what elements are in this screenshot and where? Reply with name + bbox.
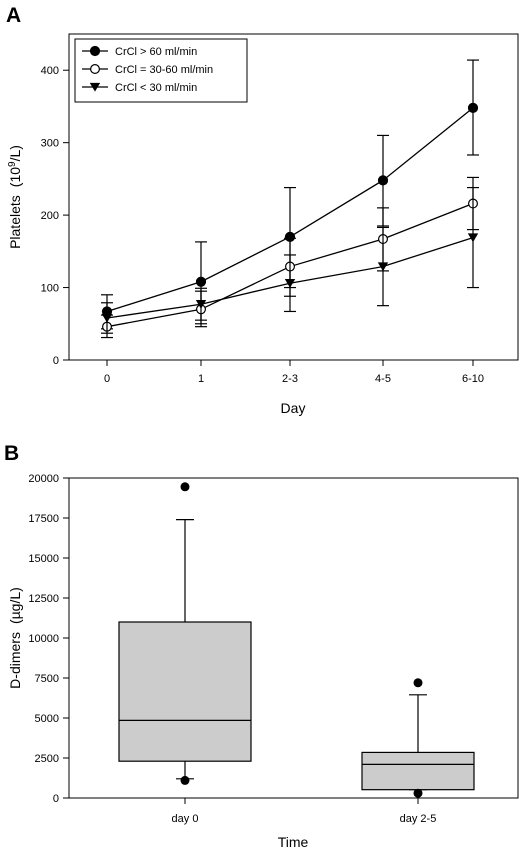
panel-a-y-tick-label: 0: [53, 355, 59, 367]
panel-a-y-tick-label: 400: [41, 65, 59, 77]
data-point: [101, 313, 113, 323]
panel-b-y-tick-label: 17500: [28, 513, 59, 525]
panel-b-y-label: D-dimers (µg/L): [7, 587, 23, 689]
data-point: [377, 262, 389, 272]
box-day-0: day 0: [118, 482, 252, 825]
legend-label: CrCl < 30 ml/min: [115, 82, 197, 94]
panel-a-series: [101, 59, 479, 339]
panel-a-x-label: Day: [281, 400, 306, 416]
panel-b-y-tick-label: 20000: [28, 473, 59, 485]
box-iqr: [118, 621, 252, 762]
panel-a-legend-box: [74, 38, 248, 103]
panel-a-x-tick-label: 0: [104, 373, 110, 385]
panel-a-x-tick-label: 6-10: [462, 373, 484, 385]
outlier-point: [180, 775, 190, 785]
legend-item: CrCl > 60 ml/min: [82, 45, 197, 58]
panel-b-x-tick-label: day 0: [172, 813, 199, 825]
panel-a-x-tick-label: 2-3: [282, 373, 298, 385]
panel-b-y-tick-label: 15000: [28, 553, 59, 565]
outlier-point: [413, 678, 423, 688]
panel-b-y-tick-label: 12500: [28, 593, 59, 605]
panel-b-y-label-main: D-dimers: [7, 632, 23, 689]
legend-marker: [89, 45, 101, 57]
panel-a-x-tick-label: 4-5: [375, 373, 391, 385]
panel-b-y-tick-label: 0: [53, 793, 59, 805]
panel-a-y-axis: 0 100 200 300 400: [41, 65, 69, 367]
outlier-point: [413, 788, 423, 798]
legend-marker: [89, 82, 101, 92]
panel-b-boxes: day 0 day 2-5: [118, 482, 475, 825]
panel-a-x-axis: 0 1 2-3 4-5 6-10: [104, 360, 484, 385]
panel-a-y-tick-label: 300: [41, 138, 59, 150]
panel-b-letter: B: [4, 442, 19, 465]
panel-b-y-label-unit: (µg/L): [7, 587, 23, 624]
panel-a-y-label: Platelets (109/L): [7, 145, 23, 249]
data-point: [195, 276, 207, 287]
legend-marker: [89, 63, 100, 74]
panel-b-y-tick-label: 5000: [35, 713, 59, 725]
panel-b-x-label: Time: [278, 834, 309, 849]
legend-label: CrCl = 30-60 ml/min: [115, 64, 213, 76]
legend-item: CrCl = 30-60 ml/min: [82, 63, 213, 76]
panel-b-y-tick-label: 7500: [35, 673, 59, 685]
series-crcl-30-ml-min: [101, 186, 479, 334]
panel-a-y-label-unit-sup: 9: [7, 161, 18, 167]
legend-item: CrCl < 30 ml/min: [82, 82, 197, 94]
panel-b: B 0 2500 5000 7500 10000 12500 15000 17500 20000…: [4, 442, 519, 849]
panel-a-x-tick-label: 1: [198, 373, 204, 385]
panel-a-letter: A: [6, 4, 21, 27]
panel-a-y-tick-label: 100: [41, 283, 59, 295]
panel-b-y-tick-label: 2500: [35, 753, 59, 765]
panel-b-y-tick-label: 10000: [28, 633, 59, 645]
data-point: [467, 102, 479, 113]
box-day-2-5: day 2-5: [361, 678, 475, 825]
panel-a-y-label-unit-post: /L): [7, 145, 23, 161]
panel-b-y-axis: 0 2500 5000 7500 10000 12500 15000 17500 20000: [28, 473, 69, 805]
panel-a-y-label-unit-pre: (10: [7, 167, 23, 187]
data-point: [377, 175, 389, 186]
data-point: [467, 233, 479, 243]
legend-label: CrCl > 60 ml/min: [115, 46, 197, 58]
data-point: [284, 279, 296, 288]
box-iqr: [361, 751, 475, 791]
panel-a-y-label-main: Platelets: [7, 195, 23, 249]
panel-a-y-tick-label: 200: [41, 210, 59, 222]
panel-a-legend: CrCl > 60 ml/min CrCl = 30-60 ml/min CrCl …: [74, 38, 248, 103]
outlier-point: [180, 482, 190, 492]
panel-a-plot-frame: [68, 33, 519, 361]
panel-b-x-tick-label: day 2-5: [400, 813, 437, 825]
data-point: [195, 300, 207, 309]
panel-a: A 0 100 200 300 400 0 1 2-3 4-5 6-10 Day Platele…: [6, 4, 519, 416]
